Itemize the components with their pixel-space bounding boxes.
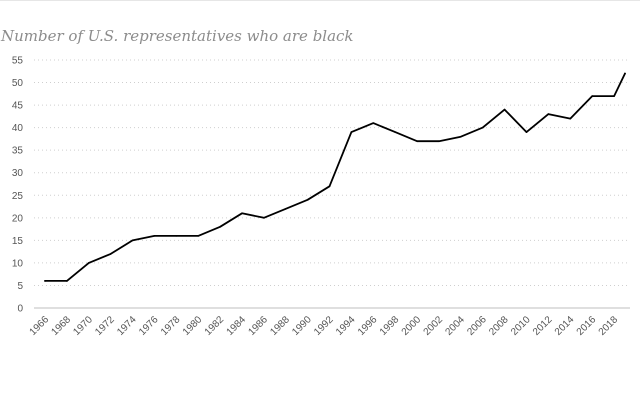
data-point-2016 [591, 95, 593, 97]
data-point-2006 [481, 126, 484, 129]
data-point-1992 [328, 185, 331, 188]
y-tick-label-35: 35 [12, 146, 24, 157]
data-point-1970 [87, 262, 90, 264]
data-point-2012 [547, 113, 550, 115]
y-tick-label-20: 20 [12, 213, 24, 224]
chart-title: Number of U.S. representatives who are b… [1, 27, 354, 45]
data-point-2010 [525, 131, 528, 133]
x-tick-label-1970: 1970 [71, 314, 95, 338]
data-point-1988 [284, 208, 287, 210]
y-axis-ticks: 0 5 10 15 20 25 30 35 40 45 50 55 [12, 56, 24, 315]
data-point-1984 [241, 212, 243, 215]
y-tick-label-0: 0 [17, 304, 23, 315]
series-line-0 [44, 72, 626, 282]
data-point-1966 [44, 280, 46, 282]
x-tick-label-1988: 1988 [268, 314, 292, 338]
data-point-1968 [66, 280, 68, 282]
x-tick-label-1992: 1992 [312, 314, 336, 338]
x-tick-label-1996: 1996 [356, 314, 380, 338]
y-tick-label-10: 10 [12, 258, 24, 269]
x-tick-label-2018: 2018 [597, 314, 621, 338]
top-divider [0, 0, 640, 1]
x-tick-label-2000: 2000 [400, 314, 424, 338]
x-tick-label-1972: 1972 [93, 314, 117, 338]
data-point-1994 [350, 131, 353, 133]
x-tick-label-1968: 1968 [49, 314, 73, 338]
x-axis-ticks: 1966196819701972197419761978198019821984… [28, 314, 621, 338]
data-point-1982 [219, 226, 221, 228]
gridlines [34, 59, 630, 309]
x-tick-label-2002: 2002 [422, 314, 446, 338]
data-point-1978 [175, 235, 178, 237]
data-point-2019 [624, 72, 626, 75]
x-tick-label-2014: 2014 [553, 314, 577, 338]
y-tick-label-5: 5 [17, 281, 23, 292]
y-tick-label-50: 50 [12, 78, 24, 89]
data-point-2002 [438, 140, 440, 142]
data-point-2000 [416, 140, 418, 142]
x-tick-label-1966: 1966 [28, 314, 52, 338]
x-tick-label-2012: 2012 [531, 314, 555, 338]
x-tick-label-1984: 1984 [225, 314, 249, 338]
y-tick-label-15: 15 [12, 236, 24, 247]
data-point-2018 [613, 95, 615, 97]
data-point-2008 [503, 108, 506, 111]
x-tick-label-2004: 2004 [443, 314, 467, 338]
x-tick-label-2016: 2016 [575, 314, 599, 338]
x-tick-label-1986: 1986 [246, 314, 270, 338]
y-tick-label-30: 30 [12, 168, 24, 179]
x-tick-label-1978: 1978 [159, 314, 183, 338]
x-tick-label-1974: 1974 [115, 314, 139, 338]
x-tick-label-1980: 1980 [181, 314, 205, 338]
x-tick-label-1990: 1990 [290, 314, 314, 338]
data-point-1986 [263, 217, 265, 219]
y-tick-label-25: 25 [12, 191, 24, 202]
x-tick-label-1994: 1994 [334, 314, 358, 338]
x-tick-label-2006: 2006 [465, 314, 489, 338]
x-tick-label-2008: 2008 [487, 314, 511, 338]
x-tick-label-1998: 1998 [378, 314, 402, 338]
data-point-2014 [569, 117, 572, 120]
series-layer [44, 72, 626, 282]
y-tick-label-45: 45 [12, 101, 24, 112]
x-tick-label-1976: 1976 [137, 314, 161, 338]
y-tick-label-55: 55 [12, 56, 24, 67]
data-point-1976 [153, 235, 156, 237]
data-point-1998 [394, 131, 396, 133]
data-point-1972 [109, 253, 112, 255]
data-point-1980 [197, 235, 200, 237]
data-point-2004 [460, 135, 462, 138]
data-point-1974 [131, 239, 134, 242]
data-point-1996 [372, 122, 375, 124]
x-tick-label-1982: 1982 [203, 314, 227, 338]
x-tick-label-2010: 2010 [509, 314, 533, 338]
data-point-1990 [306, 198, 309, 201]
y-tick-label-40: 40 [12, 123, 24, 134]
